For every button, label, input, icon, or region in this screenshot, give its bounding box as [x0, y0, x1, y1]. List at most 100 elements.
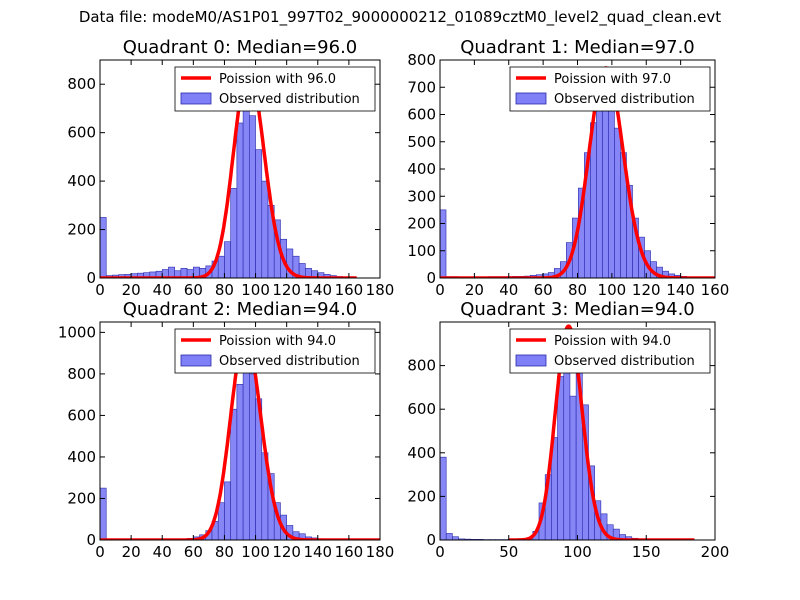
histogram-bar	[249, 373, 256, 540]
y-tick-label: 600	[67, 406, 96, 424]
quadrant-3-plot: Quadrant 3: Median=94.0 0 50 100 150 200 0 200 4…	[407, 299, 729, 561]
y-tick-label: 600	[67, 124, 96, 142]
x-tick-label: 80	[215, 281, 234, 299]
plot-title: Quadrant 0: Median=96.0	[123, 37, 358, 58]
plot-title: Quadrant 1: Median=97.0	[460, 37, 695, 58]
histogram-bar	[445, 533, 453, 540]
legend-label-observed: Observed distribution	[554, 92, 695, 107]
x-tick-label: 100	[563, 543, 592, 561]
plot-frame	[99, 59, 381, 279]
y-tick-label: 400	[407, 160, 436, 178]
y-tick-label: 400	[67, 448, 96, 466]
y-tick-label: 500	[407, 133, 436, 151]
x-tick-label: 20	[465, 281, 484, 299]
x-tick-label: 200	[701, 543, 730, 561]
x-tick-label: 50	[499, 543, 518, 561]
legend-patch-swatch	[180, 354, 212, 367]
y-tick-label: 200	[407, 215, 436, 233]
x-tick-label: 60	[184, 281, 203, 299]
histogram-bar	[440, 456, 447, 540]
x-tick-label: 180	[366, 281, 395, 299]
quadrant-0-plot: Quadrant 0: Median=96.0 0 20 40 60 80 100 120 14…	[67, 37, 394, 299]
histogram-bar	[608, 100, 615, 278]
y-tick-label: 800	[67, 365, 96, 383]
plot-title: Quadrant 3: Median=94.0	[460, 299, 695, 320]
x-tick-label: 40	[153, 281, 172, 299]
x-tick-label: 100	[241, 281, 270, 299]
y-tick-label: 0	[86, 531, 96, 549]
histogram-bar	[614, 127, 621, 278]
x-tick-label: 120	[632, 281, 661, 299]
y-tick-label: 800	[407, 357, 436, 375]
y-tick-label: 1000	[58, 323, 96, 341]
x-tick-label: 140	[303, 543, 332, 561]
x-tick-label: 20	[122, 281, 141, 299]
x-tick-label: 120	[272, 543, 301, 561]
x-tick-label: 140	[303, 281, 332, 299]
plot-data-area	[100, 334, 380, 540]
x-tick-label: 0	[95, 281, 105, 299]
histogram-bar	[261, 180, 269, 278]
histogram-bar	[242, 103, 250, 278]
y-tick-label: 0	[426, 531, 436, 549]
y-tick-label: 700	[407, 78, 436, 96]
y-tick-label: 200	[67, 221, 96, 239]
x-tick-label: 0	[95, 543, 105, 561]
y-tick-label: 0	[86, 269, 96, 287]
x-tick-label: 60	[534, 281, 553, 299]
x-tick-label: 140	[666, 281, 695, 299]
x-tick-label: 0	[435, 543, 445, 561]
x-tick-label: 60	[184, 543, 203, 561]
histogram-bar	[217, 502, 225, 540]
x-tick-label: 100	[598, 281, 627, 299]
histogram-bar	[596, 92, 603, 278]
histogram-bar	[230, 188, 238, 278]
x-tick-label: 100	[241, 543, 270, 561]
y-tick-label: 800	[67, 75, 96, 93]
x-tick-label: 160	[335, 543, 364, 561]
legend: Poission with 96.0 Observed distribution	[174, 66, 376, 112]
histogram-bar	[100, 487, 107, 540]
y-tick-label: 100	[407, 242, 436, 260]
histogram-bar	[255, 149, 263, 278]
quadrant-2-plot: Quadrant 2: Median=94.0 0 20 40 60 80 100 120 14…	[58, 299, 395, 561]
x-tick-label: 80	[215, 543, 234, 561]
legend-label-observed: Observed distribution	[219, 354, 360, 369]
x-tick-label: 150	[632, 543, 661, 561]
x-tick-label: 40	[153, 543, 172, 561]
legend-patch-swatch	[515, 354, 547, 367]
y-tick-label: 600	[407, 106, 436, 124]
y-tick-label: 400	[67, 172, 96, 190]
x-tick-label: 0	[435, 281, 445, 299]
legend: Poission with 97.0 Observed distribution	[509, 66, 711, 112]
legend-box	[509, 328, 711, 374]
legend: Poission with 94.0 Observed distribution	[174, 328, 376, 374]
quadrant-1-plot: Quadrant 1: Median=97.0 0 20 40 60 80 100 120 14…	[407, 37, 729, 299]
y-tick-label: 200	[407, 487, 436, 505]
x-tick-label: 40	[499, 281, 518, 299]
histogram-bar	[217, 255, 225, 278]
legend-label-poisson: Poission with 94.0	[219, 334, 336, 349]
histogram-bar	[249, 115, 256, 278]
histogram-bar	[440, 209, 447, 278]
legend-label-poisson: Poission with 96.0	[219, 72, 336, 87]
histogram-bar	[224, 481, 231, 540]
y-tick-label: 800	[407, 51, 436, 69]
plot-frame	[99, 321, 381, 541]
legend-patch-swatch	[180, 92, 212, 105]
plot-data-area	[440, 324, 696, 540]
legend-label-poisson: Poission with 94.0	[554, 334, 671, 349]
x-tick-label: 120	[272, 281, 301, 299]
legend-label-observed: Observed distribution	[554, 354, 695, 369]
y-tick-label: 600	[407, 400, 436, 418]
y-tick-label: 400	[407, 444, 436, 462]
y-tick-label: 200	[67, 489, 96, 507]
poisson-curve	[507, 324, 696, 540]
histogram-bar	[557, 376, 565, 540]
y-tick-label: 300	[407, 187, 436, 205]
histogram-bar	[100, 217, 107, 278]
x-tick-label: 80	[568, 281, 587, 299]
histogram-bar	[242, 348, 250, 540]
